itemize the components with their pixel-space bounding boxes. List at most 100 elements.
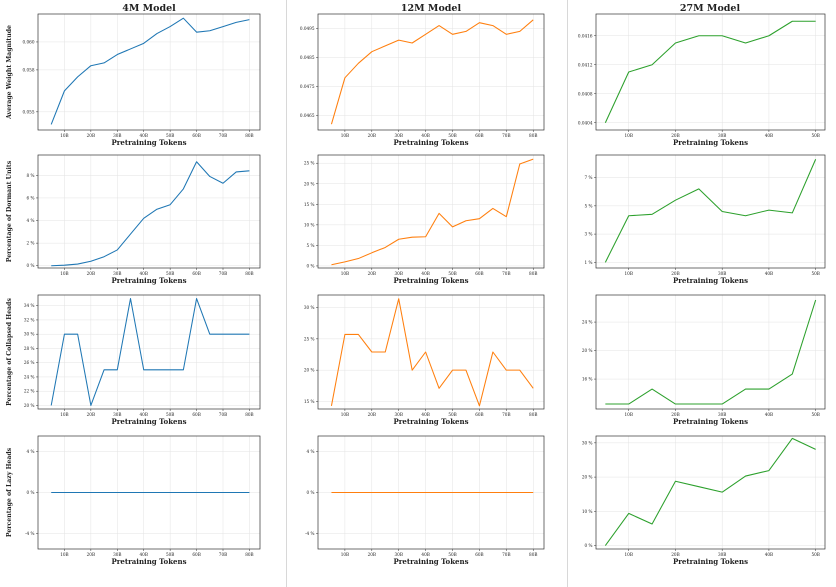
x-tick-label: 60B xyxy=(475,133,483,138)
data-point xyxy=(209,334,210,335)
axes-frame xyxy=(595,154,826,269)
data-point xyxy=(331,124,332,125)
x-tick-label: 50B xyxy=(166,271,174,276)
x-tick-label: 30B xyxy=(395,271,403,276)
data-point xyxy=(792,373,793,374)
series-line xyxy=(50,17,250,125)
x-tick-label: 10B xyxy=(60,412,68,417)
data-point xyxy=(90,65,91,66)
data-point xyxy=(479,405,480,406)
x-tick-label: 30B xyxy=(113,133,121,138)
data-point xyxy=(344,334,345,335)
x-tick-label: 60B xyxy=(475,271,483,276)
data-point xyxy=(385,492,386,493)
series-line xyxy=(330,298,534,407)
series-line xyxy=(51,161,250,267)
data-point xyxy=(385,45,386,46)
y-tick-label: 0.060 xyxy=(23,39,35,44)
data-point xyxy=(398,239,399,240)
x-tick-label: 20B xyxy=(368,271,376,276)
x-tick-label: 40B xyxy=(765,133,773,138)
column-title-2: 12M Model xyxy=(401,3,462,14)
data-point xyxy=(605,545,606,546)
data-point xyxy=(465,220,466,221)
data-point xyxy=(533,159,534,160)
axes-frame xyxy=(37,294,261,410)
y-tick-label: 4 % xyxy=(27,218,35,223)
data-point xyxy=(628,215,629,216)
data-point xyxy=(143,492,144,493)
data-point xyxy=(605,403,606,404)
x-axis-label: Pretraining Tokens xyxy=(111,138,186,147)
data-point xyxy=(533,388,534,389)
data-point xyxy=(479,22,480,23)
data-point xyxy=(722,492,723,493)
data-point xyxy=(183,369,184,370)
x-tick-label: 10B xyxy=(341,133,349,138)
panel-r1c1: 0 % 5 % 10 % 15 % 20 % 25 % 10B 20B 30B 40B 50B 60B… xyxy=(304,154,545,285)
axes-frame xyxy=(595,13,826,131)
y-tick-label: 20 % xyxy=(24,403,35,408)
data-point xyxy=(628,403,629,404)
x-tick-label: 40B xyxy=(140,552,148,557)
data-point xyxy=(156,492,157,493)
data-point xyxy=(792,21,793,22)
data-point xyxy=(51,492,52,493)
x-tick-label: 80B xyxy=(529,133,537,138)
y-axis-label: Percentage of Collapsed Heads xyxy=(6,298,13,406)
data-point xyxy=(77,334,78,335)
x-tick-label: 10B xyxy=(625,412,633,417)
data-point xyxy=(452,226,453,227)
y-tick-label: 5 % xyxy=(585,203,593,208)
data-point xyxy=(77,492,78,493)
y-tick-label: 0 % xyxy=(585,543,593,548)
data-point xyxy=(425,236,426,237)
data-point xyxy=(519,163,520,164)
data-point xyxy=(117,249,118,250)
x-tick-label: 80B xyxy=(245,552,253,557)
y-tick-label: 4 % xyxy=(307,449,315,454)
data-point xyxy=(385,351,386,352)
data-point xyxy=(628,71,629,72)
data-point xyxy=(103,492,104,493)
data-point xyxy=(51,124,52,125)
x-tick-label: 40B xyxy=(765,412,773,417)
x-axis-label: Pretraining Tokens xyxy=(673,276,748,285)
x-tick-label: 30B xyxy=(113,552,121,557)
panel-r2c1: 15 % 20 % 25 % 30 % 10B 20B 30B 40B 50B 60B 70B 80B… xyxy=(304,294,545,426)
data-point xyxy=(698,188,699,189)
data-point xyxy=(156,369,157,370)
x-tick-label: 10B xyxy=(341,271,349,276)
data-point xyxy=(90,405,91,406)
data-point xyxy=(130,298,131,299)
data-point xyxy=(130,234,131,235)
y-tick-label: 22 % xyxy=(24,389,35,394)
data-point xyxy=(722,211,723,212)
x-tick-label: 30B xyxy=(718,271,726,276)
data-point xyxy=(103,256,104,257)
data-point xyxy=(675,200,676,201)
y-tick-label: 26 % xyxy=(24,360,35,365)
y-tick-label: 6 % xyxy=(27,195,35,200)
column-title-3: 27M Model xyxy=(680,3,741,14)
panel-r3c0: -4 % 0 % 4 % 10B 20B 30B 40B 50B 60B 70B 80B Pretra… xyxy=(6,435,261,566)
x-tick-label: 80B xyxy=(245,271,253,276)
data-point xyxy=(196,298,197,299)
y-tick-label: 0.0404 xyxy=(578,120,593,125)
y-tick-label: 34 % xyxy=(24,303,35,308)
data-point xyxy=(331,264,332,265)
data-point xyxy=(412,492,413,493)
data-point xyxy=(698,403,699,404)
y-tick-label: 0.0495 xyxy=(300,26,315,31)
series-line xyxy=(604,437,816,546)
data-point xyxy=(628,513,629,514)
x-tick-label: 10B xyxy=(625,552,633,557)
x-tick-label: 40B xyxy=(421,552,429,557)
data-point xyxy=(183,188,184,189)
x-tick-label: 50B xyxy=(811,412,819,417)
x-axis-label: Pretraining Tokens xyxy=(393,557,468,566)
data-point xyxy=(222,334,223,335)
data-point xyxy=(698,35,699,36)
data-point xyxy=(651,388,652,389)
x-tick-label: 10B xyxy=(625,133,633,138)
